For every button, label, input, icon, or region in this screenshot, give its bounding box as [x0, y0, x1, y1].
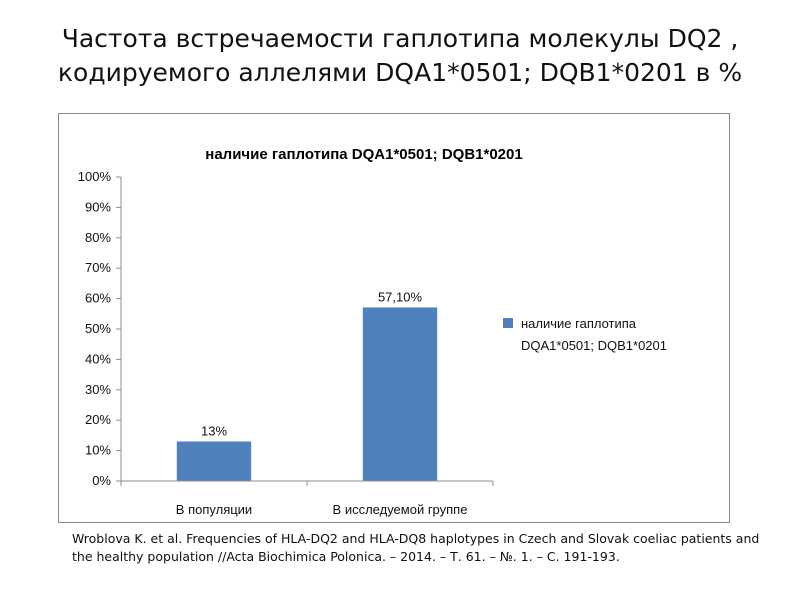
bar — [362, 307, 438, 481]
x-tick-label: В исследуемой группе — [333, 502, 468, 517]
slide-title: Частота встречаемости гаплотипа молекулы… — [57, 24, 743, 87]
y-axis: 0% 10% 20% 30% 40% 50% 60% 70% 80% 90% 100% — [78, 169, 122, 488]
bars: 13% 57,10% — [176, 289, 438, 481]
citation: Wroblova K. et al. Frequencies of HLA-DQ… — [72, 531, 760, 564]
y-tick-label: 20% — [85, 412, 111, 427]
y-tick-label: 0% — [92, 473, 111, 488]
y-tick-label: 80% — [85, 230, 111, 245]
y-tick-label: 90% — [85, 199, 111, 214]
y-tick-label: 50% — [85, 321, 111, 336]
x-tick-label: В популяции — [176, 502, 252, 517]
legend-label: наличие гаплотипа DQA1*0501; DQB1*0201 — [521, 316, 667, 353]
x-axis: В популяции В исследуемой группе — [120, 480, 494, 517]
y-tick-label: 30% — [85, 382, 111, 397]
y-tick-label: 40% — [85, 351, 111, 366]
y-tick-label: 100% — [78, 169, 112, 184]
y-tick-label: 10% — [85, 443, 111, 458]
legend: наличие гаплотипа DQA1*0501; DQB1*0201 — [503, 316, 667, 353]
chart-title: наличие гаплотипа DQA1*0501; DQB1*0201 — [205, 146, 522, 163]
legend-swatch — [503, 318, 513, 328]
data-label: 57,10% — [378, 289, 423, 304]
bar — [176, 441, 252, 481]
chart-frame: наличие гаплотипа DQA1*0501; DQB1*0201 0… — [58, 113, 730, 523]
y-tick-label: 70% — [85, 260, 111, 275]
bar-chart: наличие гаплотипа DQA1*0501; DQB1*0201 0… — [78, 146, 667, 517]
data-label: 13% — [201, 423, 227, 438]
y-tick-label: 60% — [85, 291, 111, 306]
